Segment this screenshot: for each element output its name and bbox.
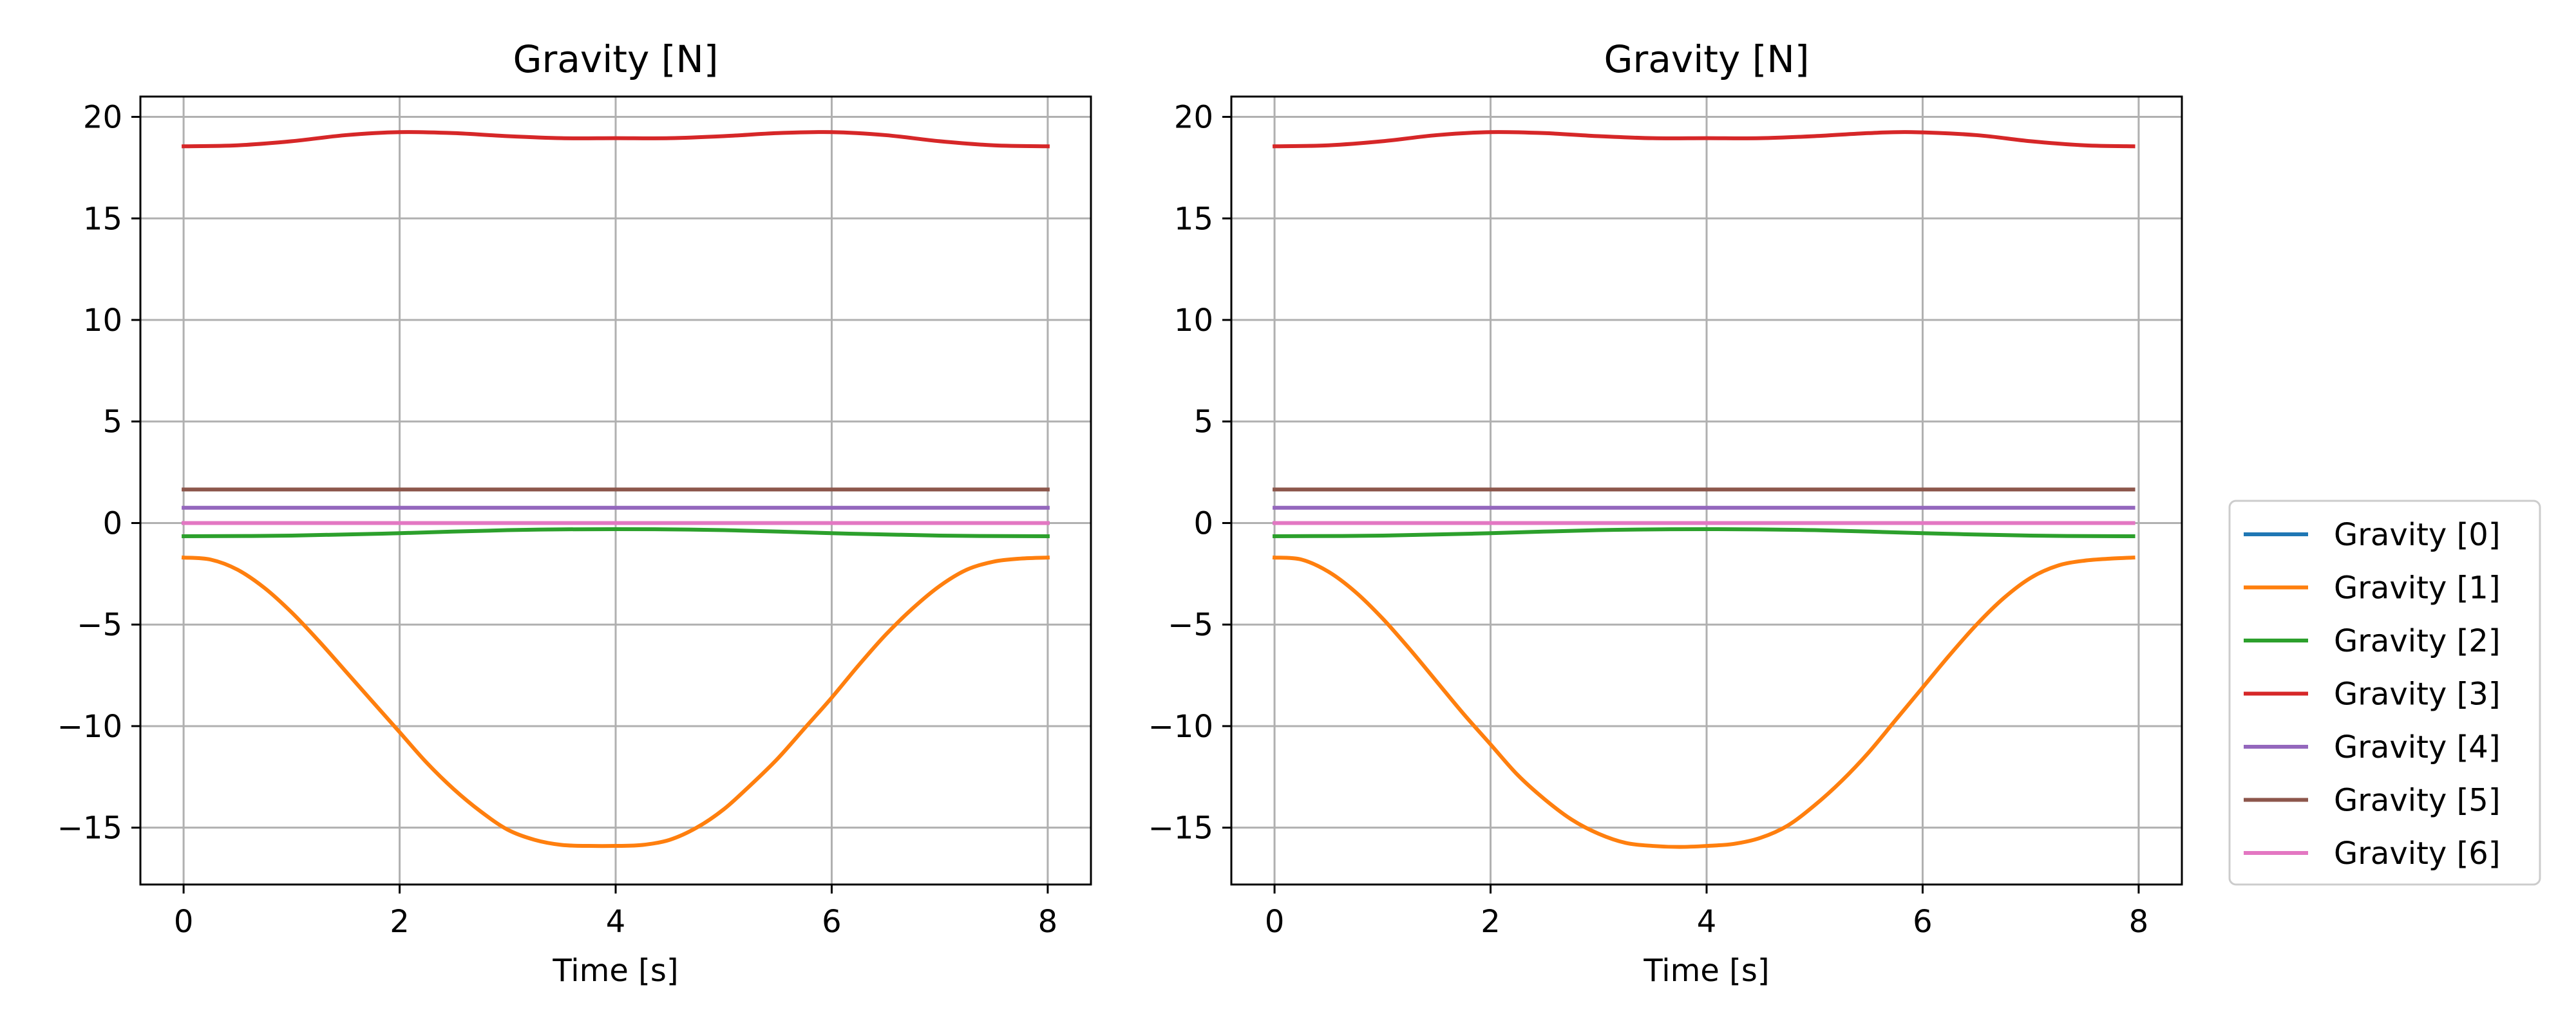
x-tick-label: 4: [1697, 904, 1717, 940]
y-tick-label: 0: [102, 505, 122, 541]
series-group: [1272, 130, 2136, 849]
x-tick-label: 6: [822, 904, 842, 940]
series-group: [181, 130, 1050, 848]
x-tick-label: 0: [1265, 904, 1285, 940]
y-tick-label: −10: [57, 709, 122, 745]
series-line-gravity-3: [182, 130, 1050, 149]
x-tick-label: 4: [606, 904, 626, 940]
y-tick-label: 5: [1193, 404, 1213, 440]
y-tick-label: 20: [83, 100, 122, 136]
x-tick-label: 0: [174, 904, 194, 940]
series-line-gravity-3: [1273, 130, 2136, 149]
legend-label: Gravity [3]: [2334, 677, 2501, 713]
chart-title: Gravity [N]: [513, 37, 719, 81]
x-axis-label: Time [s]: [552, 953, 678, 989]
x-axis-label: Time [s]: [1643, 953, 1769, 989]
y-tick-label: −15: [57, 810, 122, 847]
y-tick-label: 10: [1174, 303, 1213, 339]
x-tick-label: 8: [2129, 904, 2149, 940]
series-line-gravity-1: [1272, 555, 2136, 849]
legend-label: Gravity [1]: [2334, 570, 2501, 606]
legend-entry: Gravity [2]: [2244, 623, 2501, 659]
y-tick-label: 5: [102, 404, 122, 440]
legend-label: Gravity [6]: [2334, 836, 2501, 872]
y-tick-label: 10: [83, 303, 122, 339]
legend-entry: Gravity [0]: [2244, 517, 2501, 553]
legend-label: Gravity [0]: [2334, 517, 2501, 553]
legend-entry: Gravity [1]: [2244, 570, 2501, 606]
legend: Gravity [0] Gravity [1] Gravity [2] Gravity…: [2228, 500, 2541, 886]
x-tick-label: 8: [1038, 904, 1058, 940]
series-line-gravity-2: [1273, 527, 2136, 538]
legend-entry: Gravity [5]: [2244, 783, 2501, 819]
x-tick-label: 2: [1481, 904, 1501, 940]
y-tick-label: 15: [83, 201, 122, 237]
x-tick-label: 2: [390, 904, 410, 940]
chart-title: Gravity [N]: [1604, 37, 1810, 81]
y-tick-label: −5: [1168, 607, 1213, 643]
legend-entry: Gravity [6]: [2244, 836, 2501, 872]
legend-label: Gravity [4]: [2334, 729, 2501, 765]
y-tick-label: −15: [1148, 810, 1213, 847]
series-line-gravity-2: [182, 527, 1050, 538]
subplot-1: 0 2 4 6 8 −15 −10 −5 0 5 10 15 20 Gravity [N] Time [s]: [57, 37, 1092, 989]
y-tick-label: 20: [1174, 100, 1213, 136]
legend-entry: Gravity [4]: [2244, 729, 2501, 765]
y-tick-label: 0: [1193, 505, 1213, 541]
y-tick-label: 15: [1174, 201, 1213, 237]
subplot-2: 0 2 4 6 8 −15 −10 −5 0 5 10 15 20 Gravity [N] Time [s]: [1148, 37, 2183, 989]
legend-entry: Gravity [3]: [2244, 677, 2501, 713]
x-tick-label: 6: [1913, 904, 1933, 940]
legend-label: Gravity [2]: [2334, 623, 2501, 659]
legend-frame: [2228, 500, 2541, 886]
y-tick-label: −10: [1148, 709, 1213, 745]
legend-label: Gravity [5]: [2334, 783, 2501, 819]
series-line-gravity-1: [181, 555, 1050, 848]
y-tick-label: −5: [77, 607, 122, 643]
